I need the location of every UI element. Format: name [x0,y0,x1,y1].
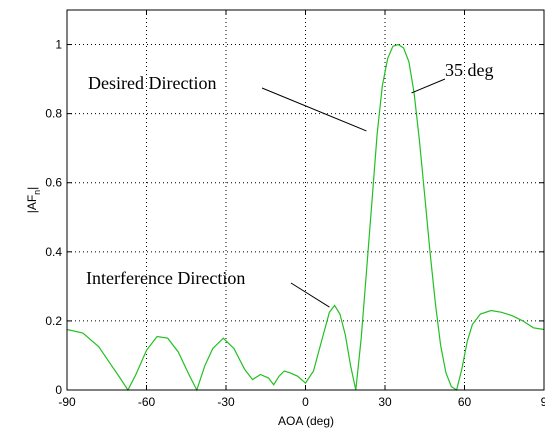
x-tick-labels: -90 -60 -30 0 30 60 9 [58,395,545,409]
y-tick-label: 0 [55,383,62,397]
annotation-interference-direction-line [290,282,330,308]
annotation-desired-direction-line [261,87,367,132]
series-line [66,43,545,392]
annotation-desired-direction: Desired Direction [88,73,216,93]
ticks [66,10,545,391]
x-tick-label: -90 [58,395,76,409]
x-tick-label: -60 [138,395,156,409]
y-tick-label: 0.6 [45,176,62,190]
annotation-35-deg-line [411,78,446,94]
x-tick-label: -30 [217,395,235,409]
x-tick-label: 0 [302,395,309,409]
x-tick-label: 9 [541,395,545,409]
y-tick-label: 0.8 [45,107,62,121]
y-tick-label: 0.4 [45,245,62,259]
x-tick-label: 60 [458,395,472,409]
y-axis-label-suffix: | [25,187,39,190]
annotation-interference-direction: Interference Direction [86,268,245,288]
y-axis-label-subscript: n [32,190,42,195]
annotation-35-deg: 35 deg [445,60,494,80]
y-tick-label: 0.2 [45,314,62,328]
grid [67,10,544,390]
y-tick-label: 1 [55,38,62,52]
y-axis-label: |AFn| [25,187,42,214]
x-tick-label: 30 [378,395,392,409]
y-tick-labels: 0 0.2 0.4 0.6 0.8 1 [45,38,62,397]
x-axis-label: AOA (deg) [278,414,334,428]
y-axis-label-main: |AF [25,195,39,213]
